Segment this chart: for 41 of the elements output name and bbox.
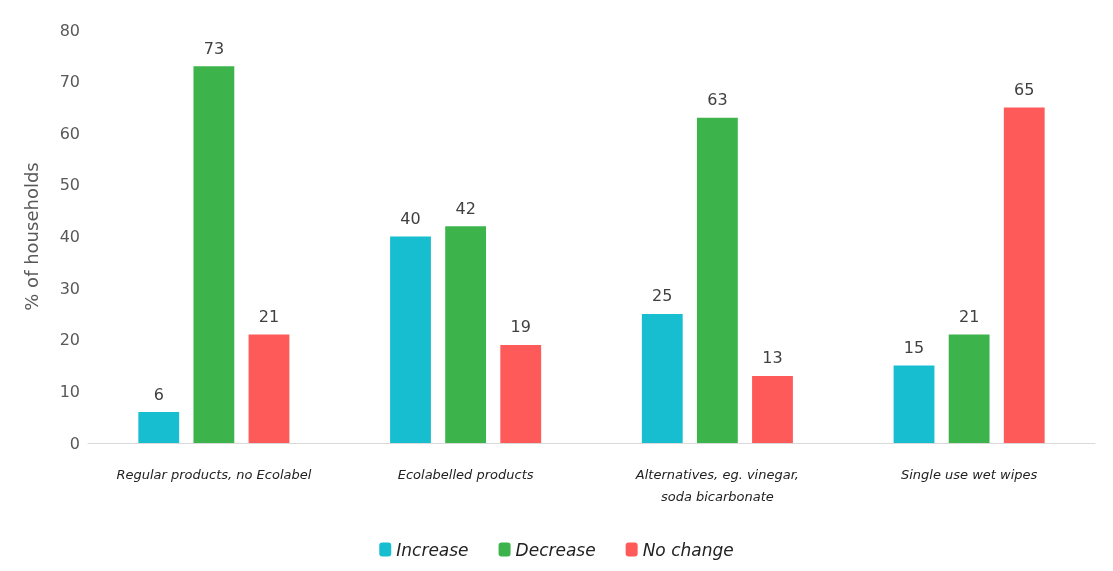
bar [445, 226, 487, 443]
data-label: 40 [400, 209, 421, 228]
bar [500, 344, 542, 443]
bar [893, 365, 935, 443]
y-tick-label: 70 [59, 72, 80, 92]
bar [696, 117, 738, 443]
y-tick-label: 10 [59, 381, 80, 401]
data-label: 73 [203, 38, 225, 58]
data-label: 21 [958, 307, 980, 327]
y-tick-label: 30 [59, 278, 80, 298]
bar [1003, 107, 1045, 443]
y-tick-label: 80 [59, 20, 80, 40]
y-tick-label: 60 [59, 123, 80, 143]
bar [138, 412, 180, 443]
x-tick-label: Ecolabelled products [397, 466, 534, 482]
legend-label: No change [642, 539, 734, 560]
x-tick-label: Single use wet wipes [900, 466, 1038, 482]
data-label: 6 [153, 384, 164, 404]
bar [193, 66, 235, 443]
data-label: 42 [455, 198, 476, 218]
legend-label: Decrease [515, 539, 596, 560]
bar [390, 236, 431, 443]
data-label: 19 [510, 317, 531, 337]
y-tick-label: 40 [59, 227, 80, 246]
data-label: 63 [707, 90, 728, 110]
data-label: 65 [1014, 79, 1035, 99]
x-tick-label: Alternatives, eg. vinegar, soda bicarbonate [634, 466, 799, 504]
bar [752, 375, 793, 443]
bar [248, 334, 290, 443]
data-label: 15 [903, 338, 925, 358]
y-tick-label: 20 [59, 330, 80, 350]
y-axis-title: % of households [20, 162, 42, 311]
data-label: 13 [762, 348, 783, 368]
legend-label: Increase [396, 539, 469, 560]
bar [641, 313, 683, 443]
x-tick-label: Regular products, no Ecolabel [116, 466, 312, 482]
data-label: 25 [652, 286, 673, 306]
y-tick-label: 50 [59, 175, 80, 195]
y-tick-label: 0 [69, 433, 80, 453]
data-label: 21 [258, 307, 280, 327]
bar [948, 334, 990, 443]
